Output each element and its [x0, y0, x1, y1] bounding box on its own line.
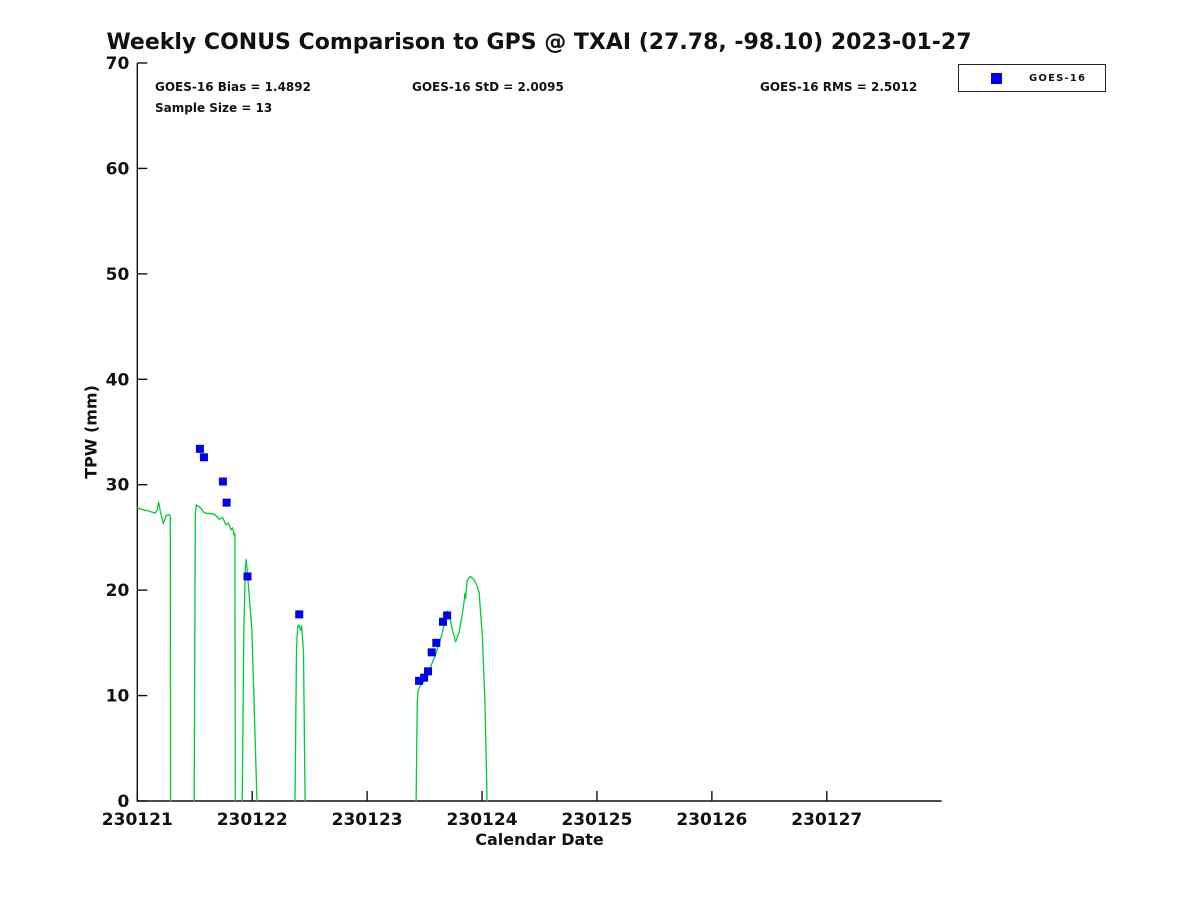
y-tick-label: 10 [106, 687, 130, 707]
y-tick-label: 60 [106, 159, 130, 179]
gps-line-segment [241, 558, 258, 802]
stat-bias: GOES-16 Bias = 1.4892 [155, 80, 311, 94]
y-tick-label: 20 [106, 581, 130, 601]
goes16-data-point [443, 611, 452, 620]
legend-box: GOES-16 [958, 64, 1106, 92]
x-tick-label: 230123 [332, 810, 403, 830]
y-tick-label: 0 [117, 792, 129, 812]
chart-title: Weekly CONUS Comparison to GPS @ TXAI (2… [106, 30, 972, 55]
x-tick-label: 230126 [676, 810, 747, 830]
goes16-data-point [415, 676, 424, 685]
y-tick-label: 30 [106, 476, 130, 496]
x-tick-label: 230124 [447, 810, 518, 830]
y-tick-label: 50 [106, 265, 130, 285]
y-tick-label: 40 [106, 370, 130, 390]
legend-marker-square-icon [991, 72, 1002, 84]
goes16-data-point [427, 648, 436, 657]
goes16-data-point [432, 638, 441, 647]
goes16-data-point [199, 453, 208, 462]
gps-line-segment [294, 624, 306, 802]
goes16-data-point [243, 572, 252, 581]
x-tick-label: 230127 [791, 810, 862, 830]
x-tick-label: 230122 [217, 810, 288, 830]
stat-std: GOES-16 StD = 2.0095 [412, 80, 564, 94]
goes16-data-point [218, 477, 227, 486]
goes16-data-point [420, 673, 429, 682]
axis-spines [136, 63, 942, 802]
goes16-data-point [295, 610, 304, 619]
legend-label: GOES-16 [1029, 72, 1087, 84]
y-tick-label: 70 [106, 54, 130, 74]
stat-sample-size: Sample Size = 13 [155, 101, 273, 115]
goes16-data-point [424, 667, 433, 676]
stat-rms: GOES-16 RMS = 2.5012 [760, 80, 918, 94]
gps-line-segment [136, 501, 172, 802]
goes16-data-point [222, 498, 231, 507]
gps-line-segment [415, 575, 488, 802]
gps-line-segment [193, 504, 236, 802]
goes16-data-point [438, 617, 447, 626]
x-tick-label: 230125 [561, 810, 632, 830]
x-tick-label: 230121 [102, 810, 173, 830]
x-axis-label: Calendar Date [475, 830, 604, 849]
y-axis-label: TPW (mm) [81, 385, 101, 479]
goes16-data-point [195, 444, 204, 453]
